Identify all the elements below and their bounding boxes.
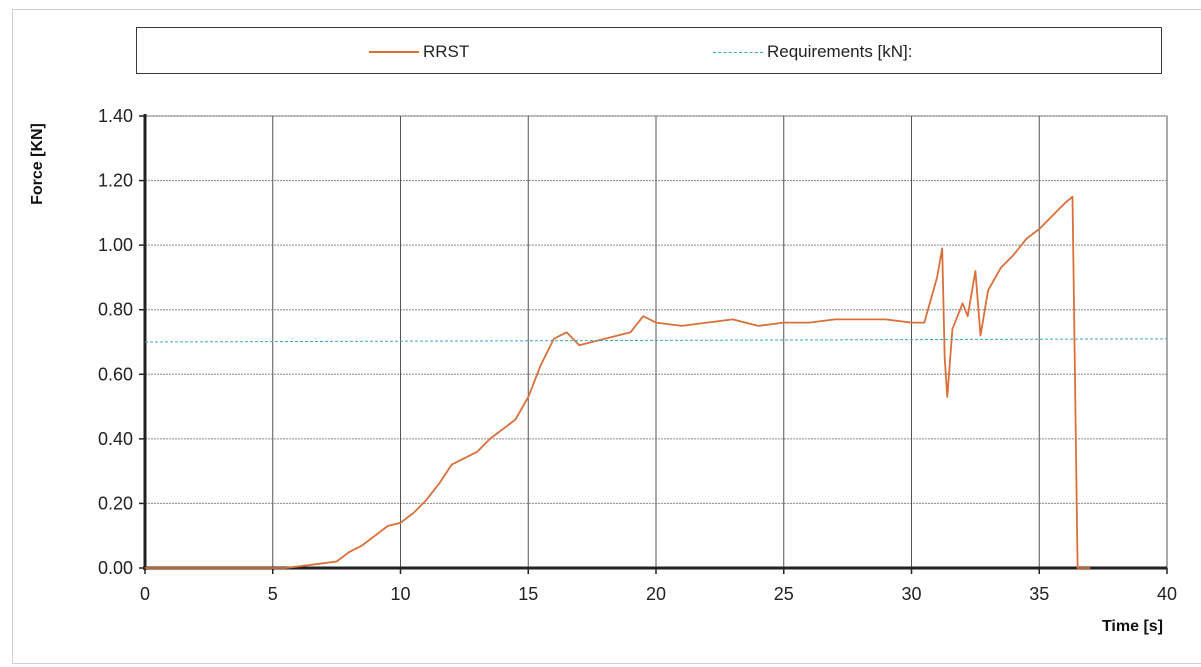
x-tick-label: 30 (901, 584, 921, 604)
legend-item-rrst: RRST (369, 42, 469, 62)
series-line-requirements (144, 338, 1168, 343)
legend-swatch-rrst (369, 51, 419, 53)
series-line-rrst (145, 195, 1091, 569)
legend-swatch-requirements (713, 51, 763, 53)
x-tick-label: 25 (774, 584, 794, 604)
y-tick-label: 0.60 (98, 364, 133, 384)
y-tick-label: 0.40 (98, 429, 133, 449)
x-tick-label: 35 (1029, 584, 1049, 604)
legend-item-requirements: Requirements [kN]: (713, 42, 913, 62)
y-tick-label: 0.80 (98, 300, 133, 320)
x-tick-label: 0 (140, 584, 150, 604)
x-tick-label: 10 (390, 584, 410, 604)
x-axis-label: Time [s] (1101, 618, 1163, 635)
x-tick-label: 15 (518, 584, 538, 604)
chart-legend: RRST Requirements [kN]: (136, 27, 1162, 74)
y-tick-label: 0.00 (98, 558, 133, 578)
x-tick-label: 20 (646, 584, 666, 604)
y-axis-label: Force [KN] (29, 123, 46, 205)
legend-label-rrst: RRST (423, 42, 470, 61)
x-tick-label: 40 (1157, 584, 1177, 604)
y-tick-label: 1.20 (98, 171, 133, 191)
y-tick-label: 0.20 (98, 493, 133, 513)
y-tick-label: 1.00 (98, 235, 133, 255)
y-tick-label: 1.40 (98, 106, 133, 126)
x-tick-label: 5 (268, 584, 278, 604)
legend-label-requirements: Requirements [kN]: (767, 42, 913, 61)
